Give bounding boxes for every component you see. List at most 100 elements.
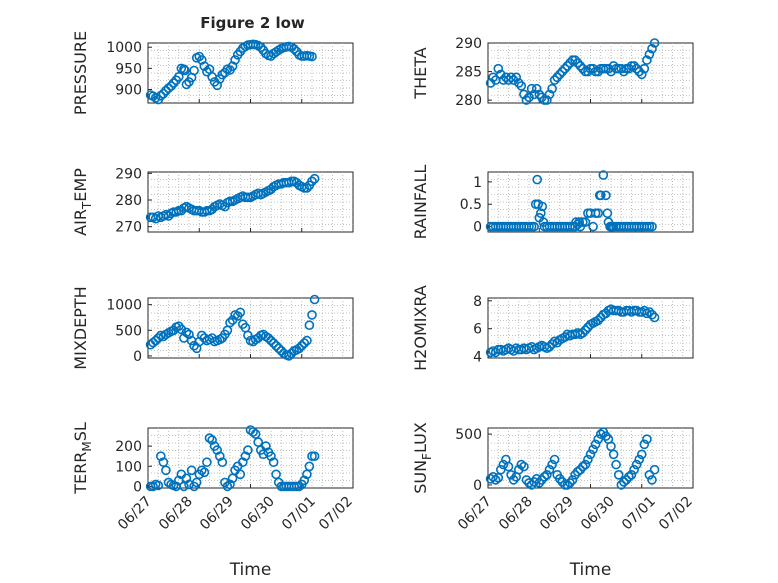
data-point: [639, 63, 650, 74]
y-axis-label-tail: LUX: [411, 422, 430, 453]
data-point: [618, 477, 629, 487]
data-point: [535, 208, 546, 218]
subplot-h2omixra: 4 6 8 H2OMIXRA: [411, 285, 694, 371]
series-h2omixra: [485, 304, 660, 358]
data-point: [595, 190, 606, 201]
data-point: [588, 444, 598, 455]
y-tick-label: 1: [473, 175, 482, 191]
y-tick-label: 200: [115, 439, 142, 455]
data-point: [636, 69, 647, 80]
data-point: [225, 479, 235, 490]
data-point: [649, 312, 660, 323]
data-point: [222, 481, 233, 492]
series-terr_msl: [145, 425, 320, 492]
data-point: [544, 89, 555, 100]
subplot-theta: 280 285 290 THETA: [411, 36, 694, 109]
y-tick-label: 0.5: [460, 197, 482, 213]
x-tick-label: 07/01: [279, 494, 319, 534]
data-point: [606, 441, 616, 452]
subplot-mixdepth: 0 500 1000 MIXDEPTH: [71, 286, 354, 370]
data-point: [519, 461, 529, 472]
x-tick-label: 07/02: [656, 494, 696, 534]
series-rainfall: [485, 170, 657, 232]
data-point: [513, 78, 524, 88]
y-axis-label-tail: SL: [71, 422, 90, 441]
data-point: [199, 61, 210, 71]
x-tick-label: 06/27: [115, 494, 155, 534]
data-point: [309, 294, 320, 305]
data-point: [284, 351, 294, 361]
data-point: [585, 449, 596, 460]
data-point: [294, 481, 305, 492]
series-sun_flux: [485, 427, 660, 490]
data-point: [307, 310, 317, 320]
data-point: [516, 459, 527, 470]
y-axis-label-main: AIR: [71, 209, 90, 236]
data-point: [204, 433, 215, 443]
data-point: [161, 465, 171, 476]
x-tick-label: 07/01: [619, 494, 659, 534]
y-axis-label: THETA: [411, 47, 430, 99]
data-point: [180, 65, 190, 76]
data-point: [493, 472, 504, 483]
data-point: [179, 481, 189, 492]
data-point: [506, 72, 516, 83]
data-point: [639, 439, 650, 450]
data-point: [243, 445, 253, 455]
data-point: [647, 309, 657, 320]
y-tick-label: 290: [455, 36, 482, 52]
data-point: [191, 477, 202, 488]
data-point: [248, 427, 258, 437]
y-axis-label-subscript: T: [80, 201, 94, 210]
data-point: [529, 221, 539, 232]
data-point: [174, 72, 184, 82]
y-axis-label: RAINFALL: [411, 165, 430, 240]
data-point: [181, 327, 192, 338]
y-axis-label-main: SUN: [411, 460, 430, 494]
data-point: [552, 72, 563, 83]
data-point: [156, 91, 166, 101]
data-point: [498, 459, 509, 470]
data-point: [572, 58, 583, 68]
y-axis-label-main: TERR: [71, 452, 90, 495]
chart-title: Figure 2 low: [200, 14, 305, 32]
data-point: [202, 457, 212, 468]
data-point: [150, 335, 161, 346]
data-point: [202, 66, 212, 77]
data-point: [554, 69, 565, 80]
data-point: [217, 457, 228, 468]
series-mixdepth: [145, 294, 320, 361]
y-tick-label: 0: [133, 479, 142, 495]
data-point: [562, 480, 573, 490]
data-point: [490, 475, 501, 485]
data-point: [570, 55, 580, 65]
data-point: [644, 469, 655, 480]
data-point: [580, 325, 591, 335]
y-tick-label: 4: [473, 350, 482, 366]
x-tick-label: 06/28: [156, 494, 196, 534]
data-point: [511, 72, 522, 83]
data-point: [549, 75, 560, 85]
y-tick-label: 280: [455, 93, 482, 109]
data-point: [649, 464, 660, 475]
y-tick-label: 900: [115, 82, 142, 98]
y-axis-label: TERRMSL: [71, 422, 94, 495]
data-point: [148, 481, 158, 492]
x-tick-label: 07/02: [316, 494, 356, 534]
data-point: [156, 451, 166, 462]
data-point: [168, 78, 179, 88]
data-point: [266, 335, 276, 346]
y-tick-label: 6: [473, 322, 482, 338]
data-point: [574, 217, 585, 227]
y-axis-label-tail: EMP: [71, 168, 90, 202]
data-point: [532, 174, 543, 185]
series-air_temp: [145, 173, 320, 224]
data-point: [299, 475, 310, 486]
y-tick-label: 270: [115, 220, 142, 236]
data-point: [235, 469, 246, 480]
data-point: [613, 469, 624, 480]
data-point: [534, 89, 545, 100]
data-point: [611, 459, 621, 470]
data-point: [593, 315, 604, 326]
